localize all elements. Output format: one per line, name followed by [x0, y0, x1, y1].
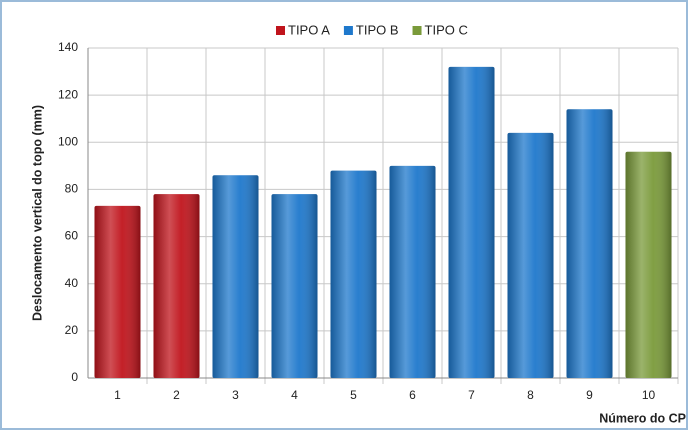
x-tick-label: 8 [527, 388, 534, 402]
x-tick-label: 2 [173, 388, 180, 402]
x-tick-label: 6 [409, 388, 416, 402]
y-tick-label: 120 [58, 87, 78, 101]
bar-shine [507, 132, 554, 378]
x-tick-label: 10 [642, 388, 656, 402]
bar-shine [330, 170, 377, 378]
y-tick-label: 40 [65, 276, 79, 290]
x-tick-label: 7 [468, 388, 475, 402]
x-tick-label: 5 [350, 388, 357, 402]
y-tick-label: 140 [58, 40, 78, 54]
legend-label: TIPO B [356, 22, 399, 37]
legend-label: TIPO C [425, 22, 468, 37]
y-tick-label: 100 [58, 134, 78, 148]
x-tick-label: 4 [291, 388, 298, 402]
bar-shine [566, 109, 613, 379]
x-axis-label: Número do CP [599, 411, 686, 425]
legend-swatch [276, 26, 285, 35]
bar-shine [271, 194, 318, 378]
x-tick-label: 3 [232, 388, 239, 402]
bar-shine [389, 165, 436, 378]
y-tick-label: 60 [65, 229, 79, 243]
bar-shine [448, 66, 495, 378]
bar-shine [94, 205, 141, 378]
legend-label: TIPO A [288, 22, 330, 37]
bar-shine [625, 151, 672, 378]
legend-swatch [343, 26, 353, 35]
legend-swatch [412, 26, 422, 35]
y-tick-label: 0 [71, 370, 78, 384]
bar-shine [212, 175, 259, 378]
bar-shine [153, 194, 200, 378]
y-tick-label: 20 [65, 323, 79, 337]
x-tick-label: 1 [114, 388, 121, 402]
y-tick-label: 80 [65, 182, 79, 196]
x-tick-label: 9 [586, 388, 593, 402]
y-axis-label: Deslocamento vertical do topo (mm) [30, 105, 44, 321]
